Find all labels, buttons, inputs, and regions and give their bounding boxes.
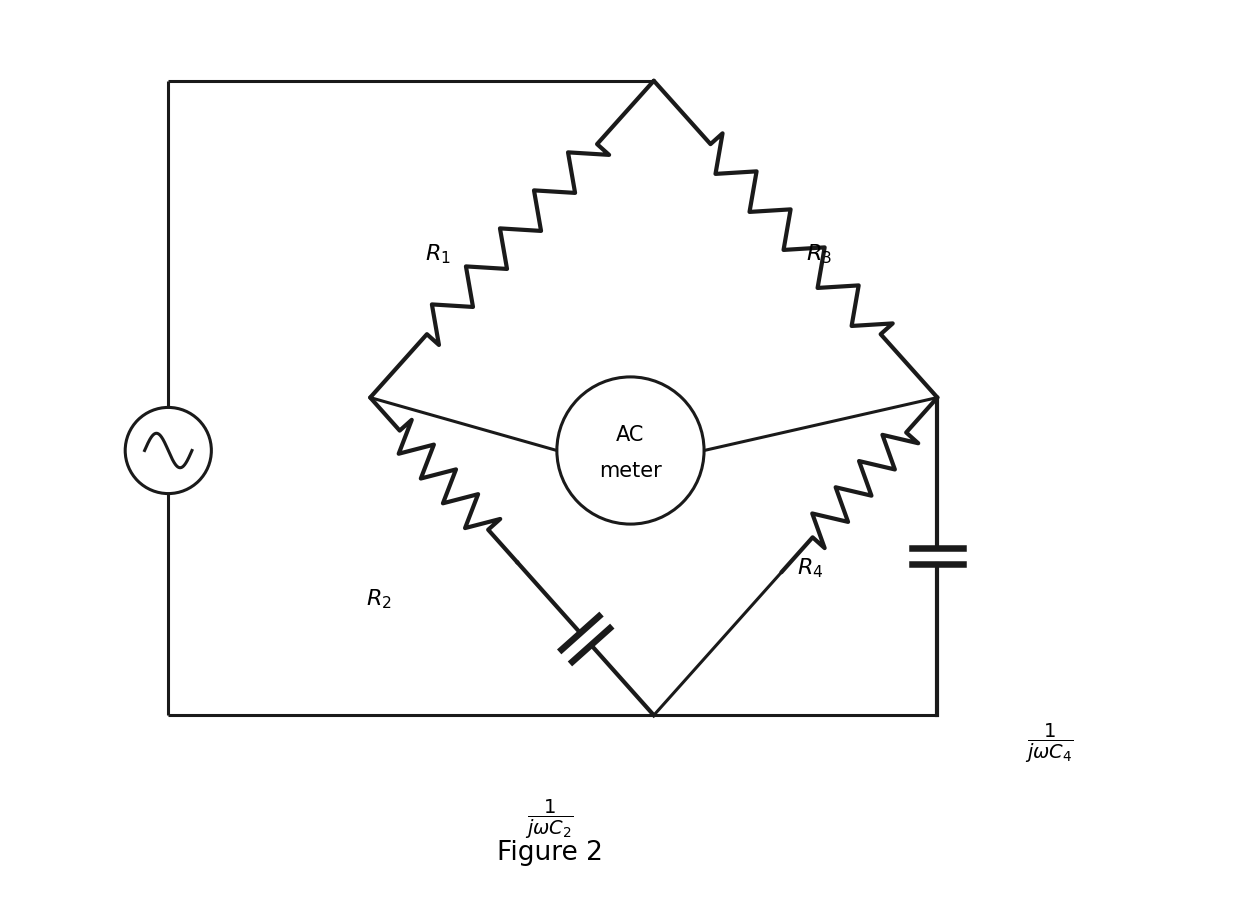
Circle shape	[557, 378, 705, 524]
Text: AC: AC	[616, 425, 644, 445]
Text: $R_1$: $R_1$	[424, 242, 450, 265]
Text: $\dfrac{1}{j\omega C_4}$: $\dfrac{1}{j\omega C_4}$	[1025, 721, 1074, 764]
Text: meter: meter	[598, 461, 661, 481]
Text: $R_4$: $R_4$	[797, 556, 823, 579]
Text: $R_2$: $R_2$	[366, 587, 392, 611]
Text: Figure 2: Figure 2	[497, 839, 602, 865]
Text: $\dfrac{1}{j\omega C_2}$: $\dfrac{1}{j\omega C_2}$	[526, 797, 574, 840]
Text: $R_3$: $R_3$	[806, 242, 832, 265]
